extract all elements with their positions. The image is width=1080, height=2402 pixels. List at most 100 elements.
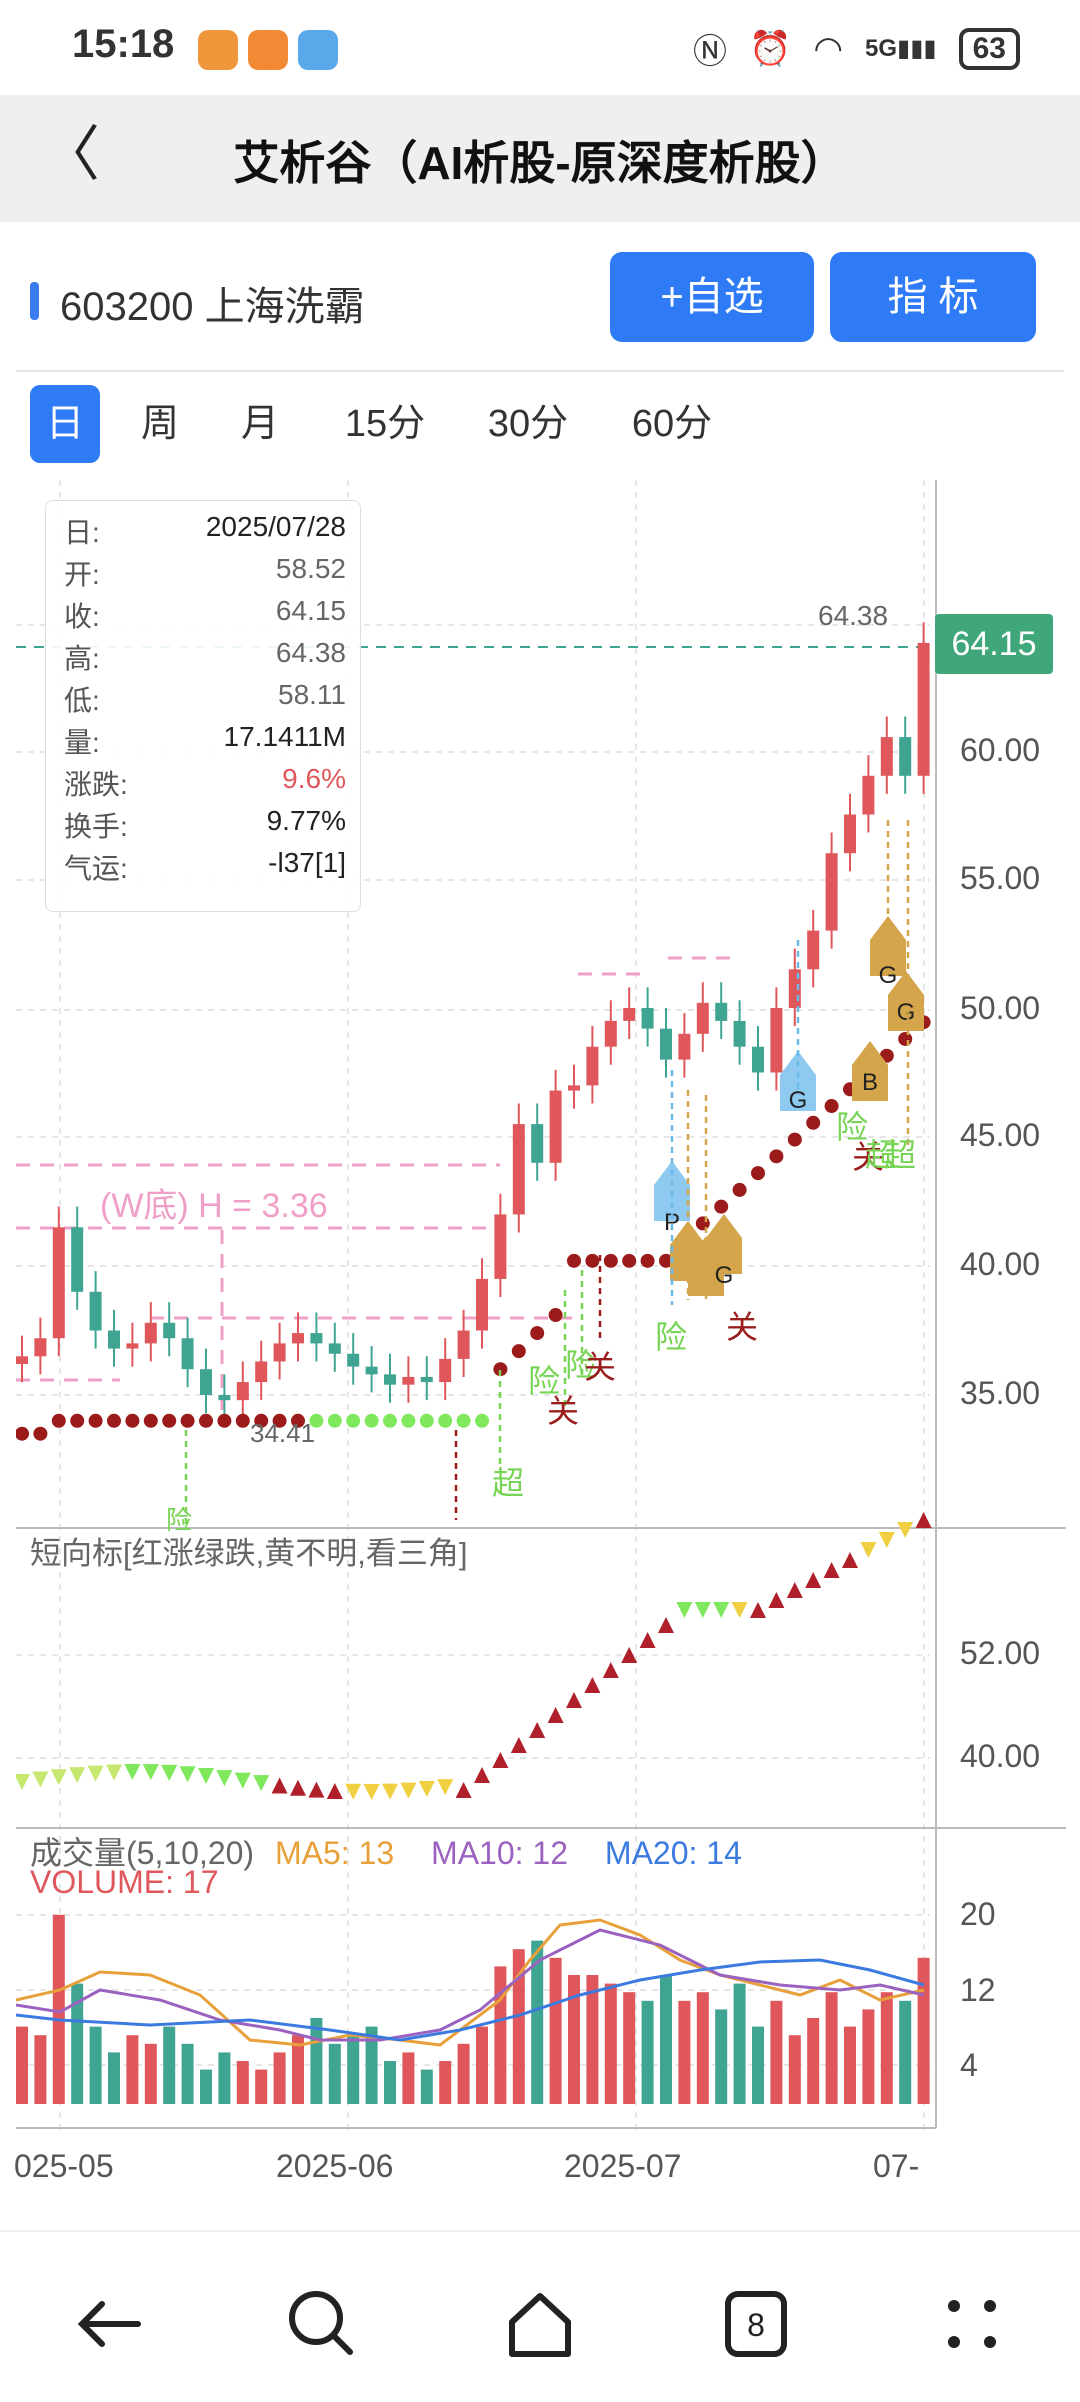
volume-bar [236,2061,249,2104]
volume-bar [641,2000,654,2104]
candle-body [144,1322,157,1344]
indicator-triangle [823,1562,840,1578]
status-bar: 15:18 Ⓝ ⏰ ◠ 5G▮▮▮ 63 [0,0,1080,95]
app-notification-icon [248,30,288,70]
candle-body [586,1046,599,1086]
indicator-triangle [786,1582,803,1598]
tab-30min[interactable]: 30分 [487,403,569,445]
nfc-icon: Ⓝ [692,33,727,71]
indicator-triangle [658,1617,674,1633]
volume-bar [218,2052,231,2104]
indicator-triangle [713,1602,730,1618]
add-watchlist-button[interactable]: +自选 [610,252,814,342]
candle-body [494,1214,507,1279]
candle-body [825,853,838,931]
volume-bars [16,1914,930,2104]
tab-month[interactable]: 月 [240,403,279,445]
search-icon[interactable] [282,2284,362,2364]
indicator-triangle [455,1782,472,1798]
tab-week[interactable]: 周 [140,403,179,445]
indicator-triangle [216,1770,233,1787]
support-dot [88,1413,103,1428]
indicator-triangle [437,1779,454,1796]
high-price-label: 64.38 [818,600,889,631]
marker-letter: B [862,1069,878,1096]
candle-body [899,737,912,776]
signal-label: 关 [726,1309,759,1345]
back-arrow-icon[interactable] [68,2284,148,2364]
candle-body [328,1343,341,1354]
support-dot [714,1199,729,1214]
candle-body [457,1330,470,1359]
volume-bar [292,2035,304,2104]
tab-15min[interactable]: 15分 [344,403,426,445]
indicator-triangle [694,1602,711,1618]
indicator-triangle [363,1783,380,1800]
home-icon[interactable] [500,2284,580,2364]
volume-bar [788,2035,801,2104]
wifi-icon: ◠ [813,29,843,68]
indicator-triangle [878,1532,895,1548]
volume-bar [108,2052,120,2104]
info-value: 9.6% [282,763,346,794]
indicator-triangle [50,1769,67,1786]
info-value: 58.52 [275,553,346,584]
back-icon[interactable]: 〈 [40,121,100,188]
support-dot [291,1413,305,1428]
candle-body [733,1020,746,1047]
candle-body [549,1090,562,1163]
support-dot [33,1426,48,1441]
indicator-triangle [547,1707,564,1723]
signal-marker [780,1051,816,1111]
support-dot [143,1413,158,1428]
candle-body [292,1333,304,1344]
y-label: 35.00 [960,1375,1041,1411]
support-dot [622,1253,637,1268]
ma5-legend: MA5: 13 [274,1835,395,1871]
volume-bar [678,2000,691,2104]
volume-bar [52,1914,65,2104]
tabs-icon[interactable]: 8 [716,2284,796,2364]
info-row: 高: 64.38 [64,637,346,677]
y-label: 45.00 [960,1117,1041,1153]
indicator-triangle [87,1765,104,1782]
y-label: 60.00 [960,732,1041,768]
volume-bar [623,1992,636,2104]
candle-body [678,1033,691,1060]
indicator-y-label: 40.00 [960,1738,1041,1774]
indicator-triangles [16,1512,932,1800]
menu-dots-icon[interactable] [932,2284,1012,2364]
indicator-triangle [915,1512,932,1528]
support-dot [475,1413,489,1428]
volume-bar [126,2035,139,2104]
tab-day[interactable]: 日 [30,385,100,463]
indicator-triangle [805,1572,822,1588]
support-dot [254,1413,269,1428]
volume-bar [144,2043,157,2104]
support-dot [107,1413,121,1428]
volume-bar [34,2035,47,2104]
tab-60min[interactable]: 60分 [631,403,713,445]
ohlc-info-box: 日: 2025/07/28 开: 58.52 收: 64.15 高: 64.38 低: 58.11… [45,500,361,912]
signal-label: 关 [584,1349,617,1385]
volume-bar [880,1992,893,2104]
signal-label: 险 [166,1505,193,1535]
volume-bar [200,2069,212,2104]
candle-body [604,1020,617,1047]
info-value: 58.11 [278,679,346,710]
x-axis-label: 07- [873,2148,920,2184]
indicator-triangle [731,1602,748,1618]
volume-title: 成交量(5,10,20) [30,1835,255,1871]
candle-body [880,737,893,776]
marker-letter: G [715,1262,734,1289]
indicator-triangle [510,1737,527,1753]
indicator-triangle [639,1632,656,1648]
indicator-button[interactable]: 指 标 [830,252,1036,342]
support-dot [364,1413,379,1428]
indicator-triangle [842,1552,858,1568]
support-dot [824,1099,839,1114]
svg-text:8: 8 [747,2307,765,2343]
candle-body [310,1333,323,1344]
candle-body [641,1008,654,1029]
